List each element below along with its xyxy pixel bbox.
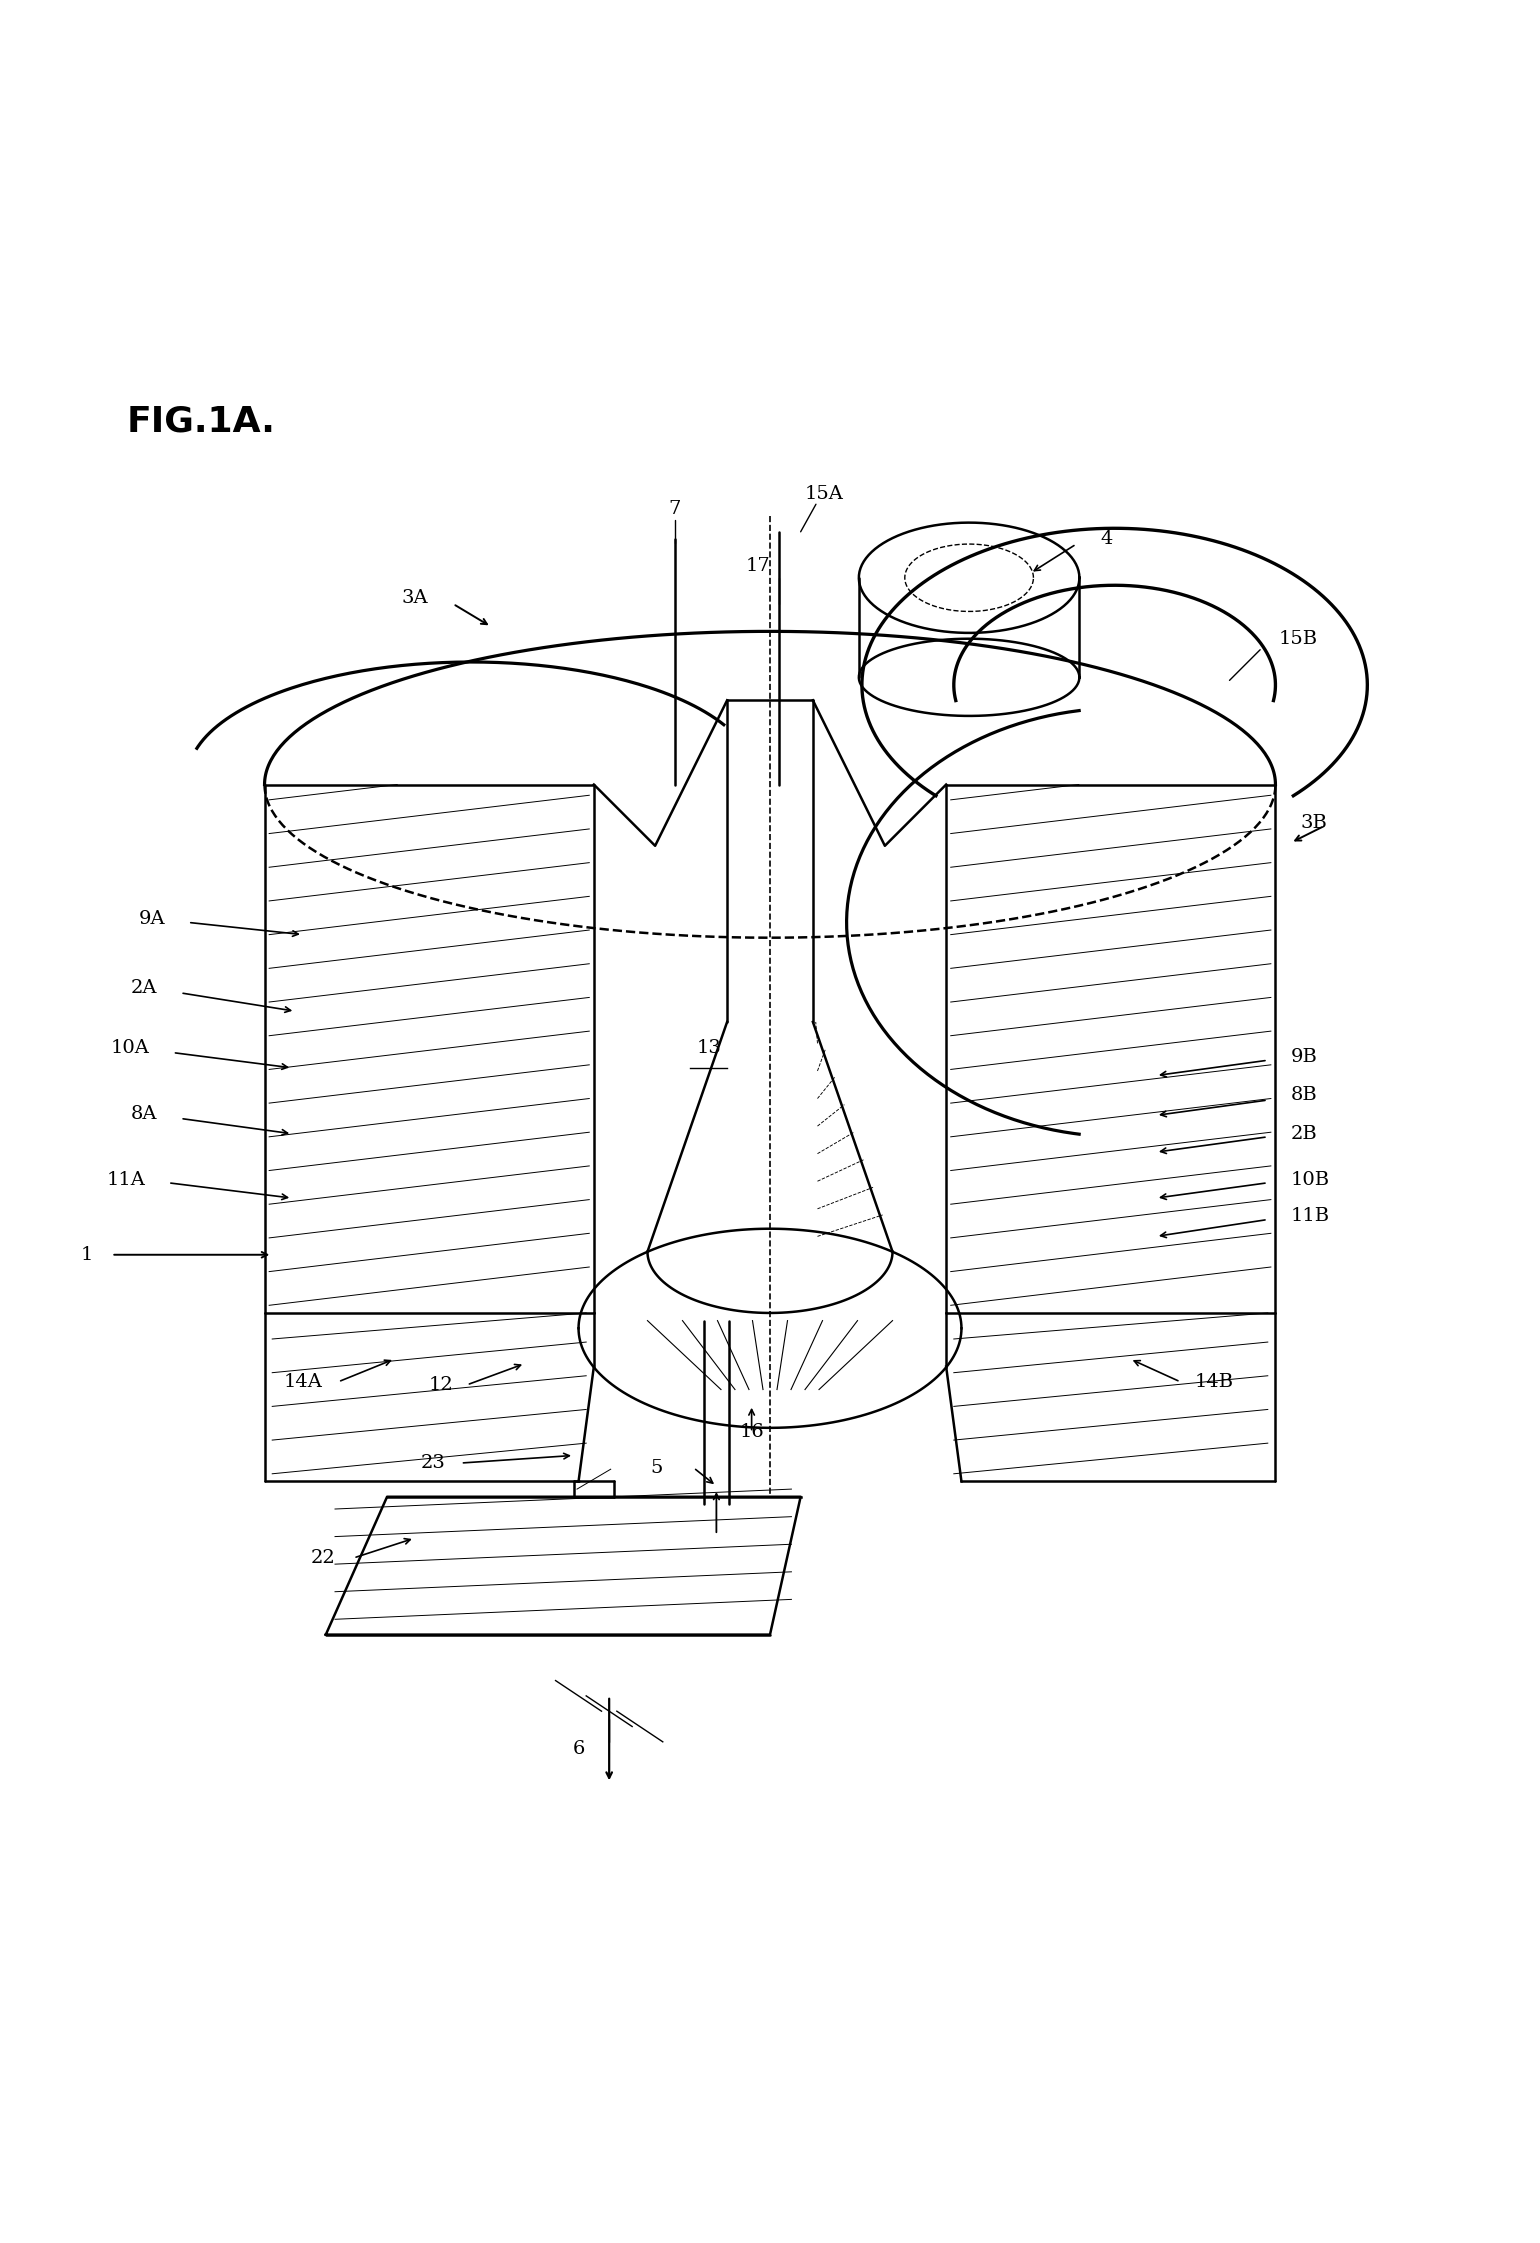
Text: 8A: 8A: [131, 1106, 157, 1124]
Text: 7: 7: [668, 500, 681, 518]
Text: 22: 22: [311, 1550, 336, 1568]
Text: 4: 4: [1101, 529, 1113, 550]
Text: 6: 6: [573, 1741, 585, 1759]
Text: 8B: 8B: [1291, 1086, 1318, 1104]
Text: 14A: 14A: [283, 1373, 322, 1391]
Text: 2B: 2B: [1291, 1124, 1318, 1142]
Text: 14B: 14B: [1195, 1373, 1234, 1391]
Text: 13: 13: [696, 1039, 721, 1056]
Text: 9A: 9A: [139, 911, 165, 929]
Text: 23: 23: [420, 1453, 445, 1471]
Text: 10A: 10A: [111, 1039, 149, 1056]
Text: 5: 5: [650, 1458, 662, 1476]
Text: 3B: 3B: [1300, 814, 1327, 832]
Text: 17: 17: [745, 556, 770, 574]
Text: 15A: 15A: [804, 484, 842, 502]
Text: 11A: 11A: [106, 1171, 145, 1189]
Text: 10B: 10B: [1291, 1171, 1331, 1189]
Text: 11B: 11B: [1291, 1207, 1331, 1225]
Text: 12: 12: [428, 1375, 453, 1393]
Text: FIG.1A.: FIG.1A.: [126, 404, 276, 440]
Text: 3A: 3A: [402, 588, 428, 606]
Text: 9B: 9B: [1291, 1047, 1318, 1065]
Text: 1: 1: [80, 1245, 92, 1263]
Polygon shape: [326, 1496, 801, 1635]
Text: 2A: 2A: [131, 980, 157, 998]
Text: 15B: 15B: [1278, 630, 1318, 648]
Text: 16: 16: [739, 1424, 764, 1442]
